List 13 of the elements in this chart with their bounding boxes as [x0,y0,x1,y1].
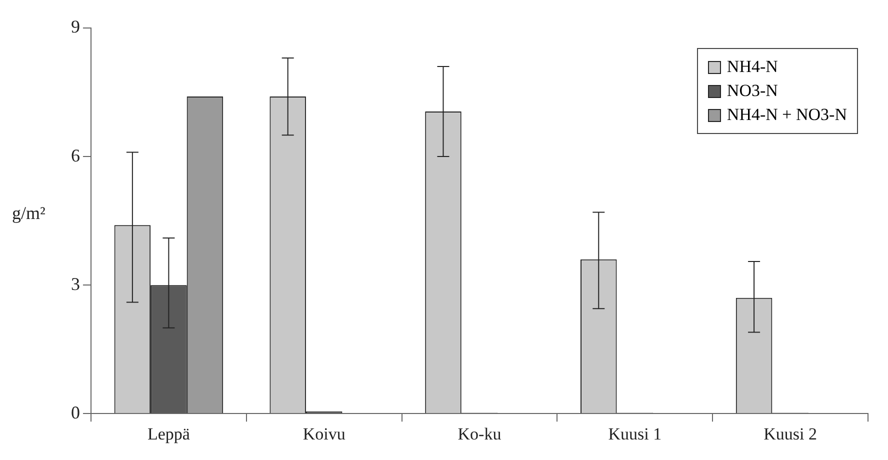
y-tick-label: 0 [71,402,80,422]
y-tick-label: 6 [71,145,80,166]
x-tick-label: Koivu [302,424,346,444]
x-tick-label: Leppä [147,424,190,444]
y-tick-label: 3 [71,274,80,294]
x-tick-label: Kuusi 2 [764,424,817,444]
y-tick-label: 9 [71,16,80,37]
legend-label: NH4-N [726,57,778,77]
y-axis-title: g/m² [12,203,46,224]
legend-label: NH4-N + NO3-N [726,105,847,125]
legend-label: NO3-N [726,81,778,101]
x-tick-label: Ko-ku [458,424,502,444]
x-tick-label: Kuusi 1 [608,424,662,444]
